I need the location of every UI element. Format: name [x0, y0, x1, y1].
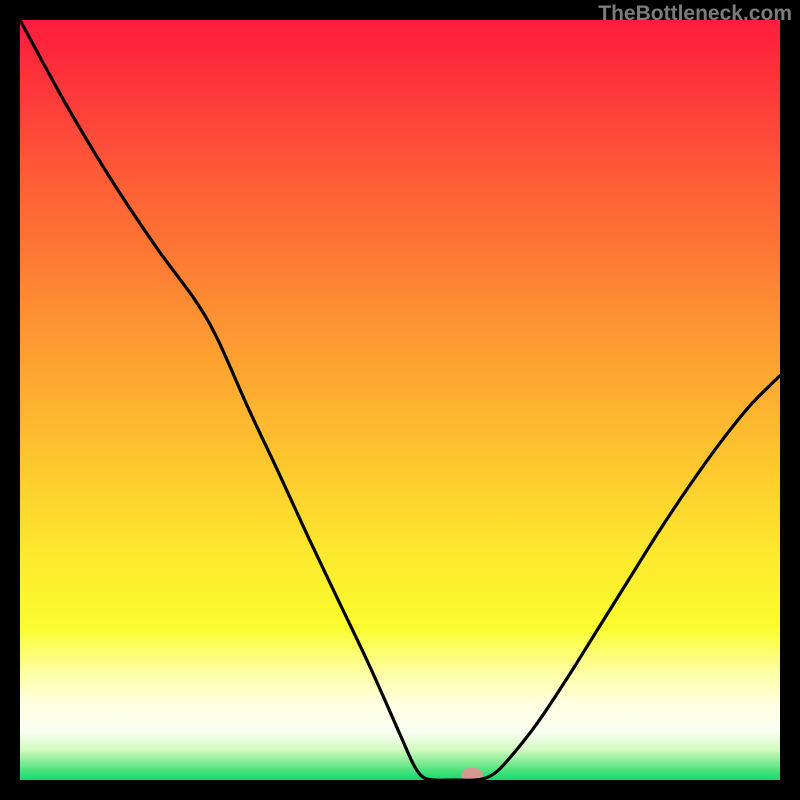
gradient-background: [20, 20, 780, 780]
chart-frame: TheBottleneck.com: [0, 0, 800, 800]
watermark-text: TheBottleneck.com: [598, 2, 792, 26]
bottleneck-curve-chart: [20, 20, 780, 780]
